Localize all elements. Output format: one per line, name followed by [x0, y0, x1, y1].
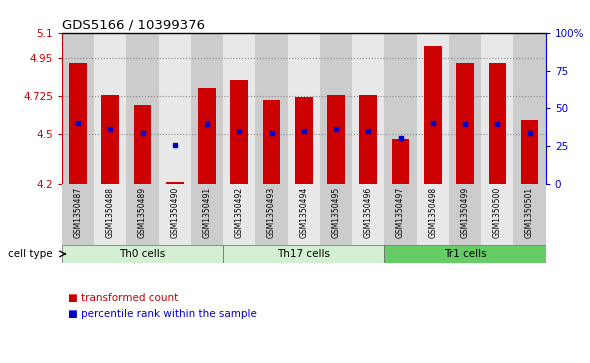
Bar	[417, 184, 449, 245]
Bar	[417, 33, 449, 184]
Text: ■ percentile rank within the sample: ■ percentile rank within the sample	[68, 309, 257, 319]
Bar	[69, 63, 87, 184]
Bar	[191, 184, 223, 245]
Text: GSM1350491: GSM1350491	[202, 187, 212, 238]
Bar	[223, 245, 385, 263]
Text: GSM1350488: GSM1350488	[106, 187, 115, 238]
Bar	[223, 184, 255, 245]
Bar	[223, 33, 255, 184]
Text: GSM1350497: GSM1350497	[396, 187, 405, 238]
Text: GSM1350489: GSM1350489	[138, 187, 147, 238]
Bar	[481, 184, 513, 245]
Bar	[288, 184, 320, 245]
Bar	[449, 33, 481, 184]
Bar	[513, 184, 546, 245]
Bar	[255, 184, 288, 245]
Bar	[198, 88, 216, 184]
Text: Th0 cells: Th0 cells	[119, 249, 166, 259]
Bar	[126, 184, 159, 245]
Bar	[159, 33, 191, 184]
Bar	[521, 120, 539, 184]
Text: GSM1350493: GSM1350493	[267, 187, 276, 238]
Bar	[62, 33, 94, 184]
Bar	[513, 33, 546, 184]
Bar	[126, 33, 159, 184]
Bar	[385, 33, 417, 184]
Bar	[327, 95, 345, 184]
Text: GSM1350499: GSM1350499	[461, 187, 470, 238]
Bar	[489, 63, 506, 184]
Bar	[231, 80, 248, 184]
Text: GSM1350487: GSM1350487	[74, 187, 83, 238]
Text: GSM1350490: GSM1350490	[171, 187, 179, 238]
Bar	[385, 184, 417, 245]
Bar	[392, 139, 409, 184]
Bar	[62, 245, 223, 263]
Bar	[263, 100, 280, 184]
Bar	[134, 105, 152, 184]
Bar	[255, 33, 288, 184]
Text: ■ transformed count: ■ transformed count	[68, 293, 178, 303]
Bar	[359, 95, 377, 184]
Bar	[320, 33, 352, 184]
Text: GSM1350495: GSM1350495	[332, 187, 340, 238]
Text: GSM1350500: GSM1350500	[493, 187, 502, 238]
Text: GSM1350496: GSM1350496	[364, 187, 373, 238]
Text: GSM1350492: GSM1350492	[235, 187, 244, 238]
Bar	[166, 183, 183, 184]
Bar	[295, 97, 313, 184]
Text: GSM1350501: GSM1350501	[525, 187, 534, 238]
Bar	[481, 33, 513, 184]
Bar	[159, 184, 191, 245]
Text: cell type: cell type	[8, 249, 53, 259]
Text: GSM1350494: GSM1350494	[299, 187, 309, 238]
Bar	[424, 46, 442, 184]
Text: GDS5166 / 10399376: GDS5166 / 10399376	[62, 19, 205, 32]
Bar	[320, 184, 352, 245]
Text: GSM1350498: GSM1350498	[428, 187, 437, 238]
Bar	[94, 184, 126, 245]
Bar	[385, 245, 546, 263]
Bar	[288, 33, 320, 184]
Bar	[94, 33, 126, 184]
Bar	[449, 184, 481, 245]
Text: Tr1 cells: Tr1 cells	[444, 249, 486, 259]
Text: Th17 cells: Th17 cells	[277, 249, 330, 259]
Bar	[191, 33, 223, 184]
Bar	[456, 63, 474, 184]
Bar	[352, 33, 385, 184]
Bar	[101, 95, 119, 184]
Bar	[352, 184, 385, 245]
Bar	[62, 184, 94, 245]
